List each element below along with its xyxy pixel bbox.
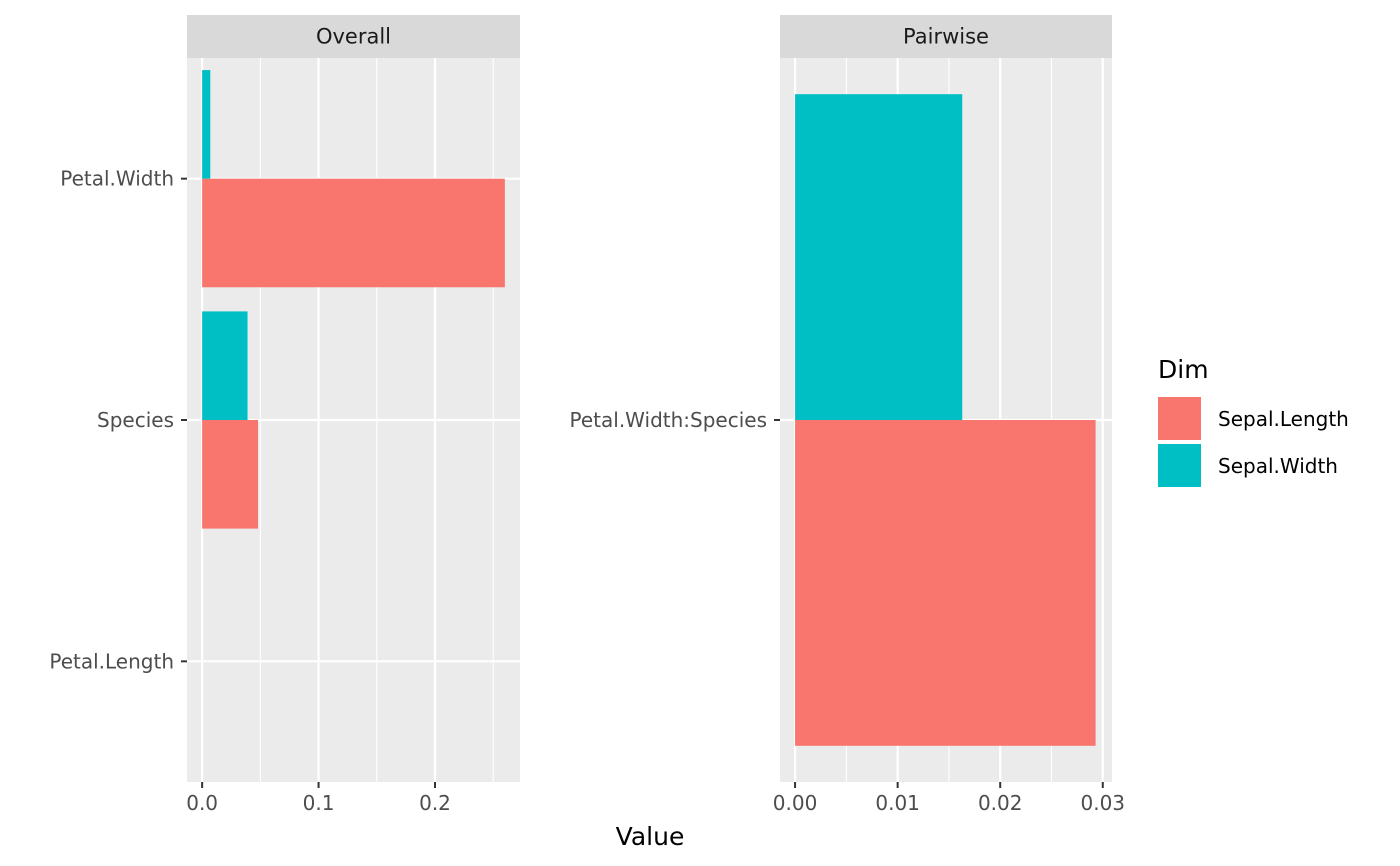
x-tick-label: 0.1 — [303, 791, 335, 815]
strip-label: Pairwise — [903, 25, 989, 49]
legend-label: Sepal.Length — [1218, 407, 1349, 431]
bar-sepal-width-species — [202, 311, 248, 420]
legend-key-sepal-width — [1158, 444, 1201, 487]
x-tick-label: 0.0 — [186, 791, 218, 815]
legend-items: Sepal.Length Sepal.Width — [1158, 397, 1349, 487]
x-axis-title: Value — [616, 822, 685, 851]
bar-sepal-width-petal-width-species — [795, 94, 963, 420]
strip-background — [187, 15, 520, 58]
x-tick-label: 0.02 — [978, 791, 1023, 815]
legend-key-sepal-length — [1158, 397, 1201, 440]
legend-title: Dim — [1158, 355, 1209, 384]
bar-sepal-length-species — [202, 420, 259, 529]
panels-layer: Overall 0.0 0.1 0.2 Petal.Width Species Petal.… — [49, 15, 1125, 815]
y-tick-label: Petal.Length — [49, 649, 174, 673]
panel-overall: Overall 0.0 0.1 0.2 Petal.Width Species Petal.… — [49, 15, 520, 815]
legend: Dim Sepal.Length Sepal.Width — [1158, 355, 1349, 487]
x-tick-label: 0.2 — [419, 791, 451, 815]
strip-background — [780, 15, 1112, 58]
bar-sepal-length-petal-width-species — [795, 420, 1096, 746]
bar-sepal-width-petal-width — [202, 70, 211, 179]
x-tick-label: 0.01 — [875, 791, 920, 815]
x-tick-label: 0.00 — [773, 791, 818, 815]
x-tick-label: 0.03 — [1081, 791, 1126, 815]
y-tick-label: Petal.Width — [60, 167, 174, 191]
bar-sepal-length-petal-width — [202, 178, 505, 288]
legend-label: Sepal.Width — [1218, 454, 1338, 478]
panel-pairwise: Pairwise 0.00 0.01 0.02 0.03 Petal.Width:Spec… — [570, 15, 1126, 815]
y-tick-label: Petal.Width:Species — [570, 408, 767, 432]
y-tick-label: Species — [97, 408, 174, 432]
strip-label: Overall — [316, 25, 391, 49]
